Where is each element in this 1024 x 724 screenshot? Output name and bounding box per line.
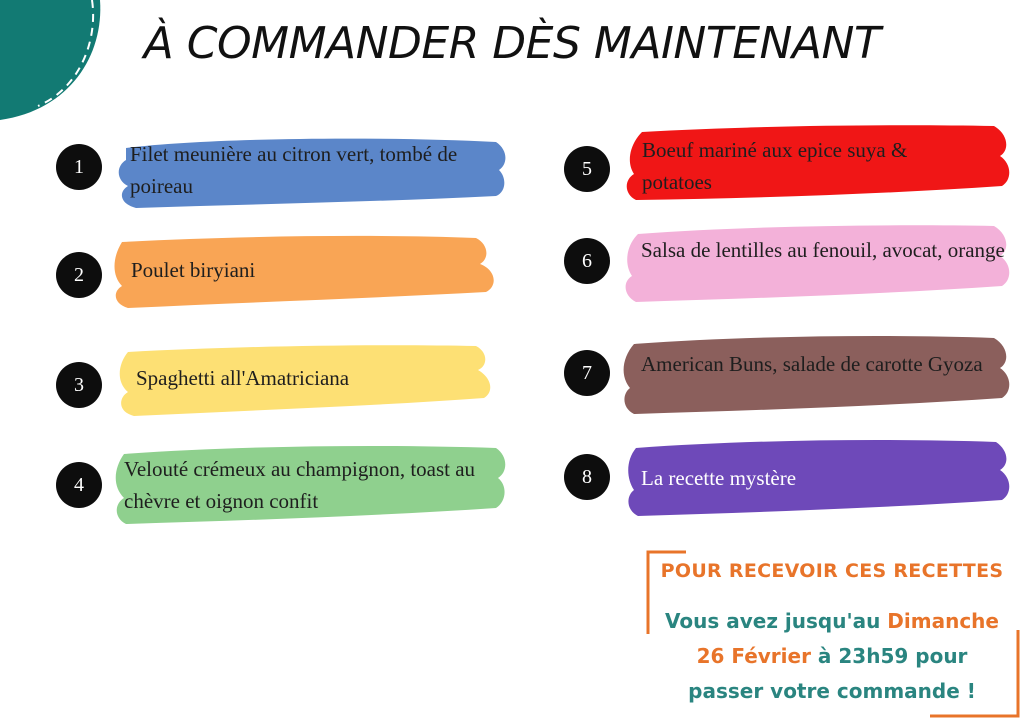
callout-text: passer votre commande ! bbox=[688, 679, 976, 703]
list-item: 7 American Buns, salade de carotte Gyoza bbox=[564, 330, 1024, 425]
item-label: Spaghetti all'Amatriciana bbox=[136, 366, 350, 390]
brush-stroke-7 bbox=[623, 336, 1010, 414]
item-label: Boeuf mariné aux epice suya & potatoes bbox=[642, 138, 908, 194]
page-title: À COMMANDER DÈS MAINTENANT bbox=[143, 18, 881, 69]
item-label: American Buns, salade de carotte Gyoza bbox=[641, 352, 983, 376]
callout-message: Vous avez jusqu'au Dimanche 26 Février à… bbox=[640, 604, 1024, 709]
list-item: 5 Boeuf mariné aux epice suya & potatoes bbox=[564, 120, 1024, 210]
item-number-badge: 7 bbox=[564, 350, 610, 396]
item-label: La recette mystère bbox=[641, 466, 797, 490]
brush-stroke-4 bbox=[115, 446, 506, 524]
callout-bracket-decoration bbox=[646, 550, 1020, 718]
deadline-time: à 23h59 pour bbox=[810, 644, 968, 668]
list-item: 6 Salsa de lentilles au fenouil, avocat,… bbox=[564, 220, 1024, 310]
item-label: Filet meunière au citron vert, tombé de … bbox=[130, 142, 458, 198]
item-number-badge: 4 bbox=[56, 462, 102, 508]
order-deadline-callout: POUR RECEVOIR CES RECETTES Vous avez jus… bbox=[640, 548, 1024, 724]
list-item: 1 Filet meunière au citron vert, tombé d… bbox=[56, 130, 516, 215]
item-number-badge: 3 bbox=[56, 362, 102, 408]
brush-stroke-8 bbox=[628, 440, 1010, 516]
item-number-badge: 1 bbox=[56, 144, 102, 190]
list-item: 3 Spaghetti all'Amatriciana bbox=[56, 340, 516, 425]
list-item: 2 Poulet biryiani bbox=[56, 230, 516, 315]
item-number-badge: 5 bbox=[564, 146, 610, 192]
brush-stroke-1 bbox=[118, 138, 506, 208]
item-number-badge: 6 bbox=[564, 238, 610, 284]
brush-stroke-2 bbox=[114, 235, 494, 308]
deadline-day: Dimanche bbox=[887, 609, 999, 633]
item-number-badge: 8 bbox=[564, 454, 610, 500]
item-label: Velouté crémeux au champignon, toast au … bbox=[124, 457, 476, 513]
item-number-badge: 2 bbox=[56, 252, 102, 298]
corner-circle-decoration bbox=[0, 0, 101, 120]
list-item: 8 La recette mystère bbox=[564, 436, 1024, 521]
deadline-date: 26 Février bbox=[696, 644, 811, 668]
item-label: Salsa de lentilles au fenouil, avocat, o… bbox=[641, 238, 1005, 262]
item-label: Poulet biryiani bbox=[131, 258, 256, 282]
brush-stroke-3 bbox=[119, 345, 491, 416]
list-item: 4 Velouté crémeux au champignon, toast a… bbox=[56, 440, 516, 530]
callout-text: Vous avez jusqu'au bbox=[664, 609, 888, 633]
callout-title: POUR RECEVOIR CES RECETTES bbox=[660, 560, 1004, 582]
brush-stroke-5 bbox=[626, 125, 1010, 200]
brush-stroke-6 bbox=[625, 225, 1010, 302]
